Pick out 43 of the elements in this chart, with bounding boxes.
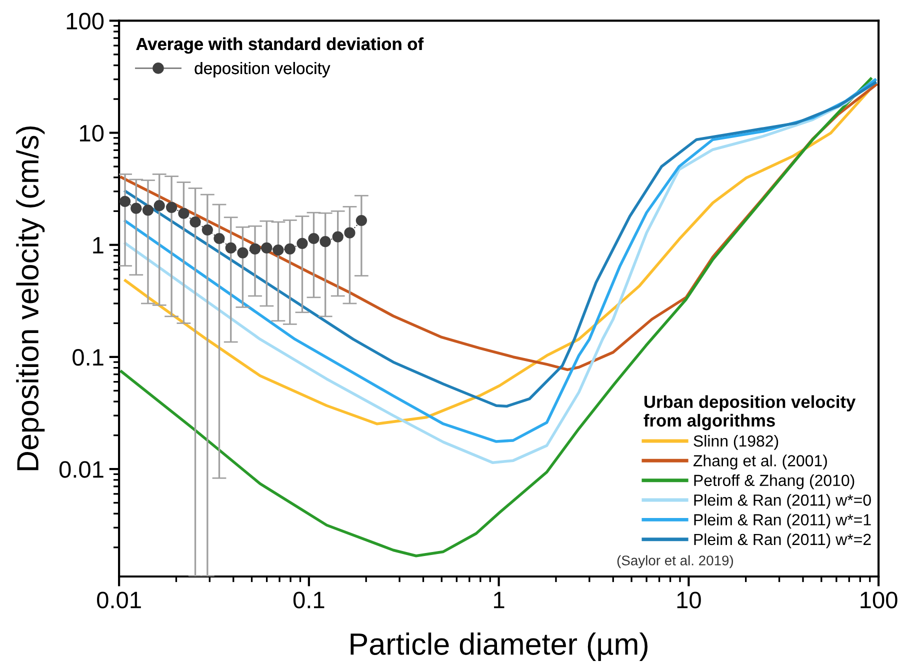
y-tick-label: 100 [66,12,104,30]
legend-label: Zhang et al. (2001) [693,454,827,470]
point [166,202,178,213]
legend-label: Pleim & Ran (2011) w*=0 [694,494,871,509]
y-tick-label: 1 [93,237,104,254]
point [214,232,225,244]
point [142,204,154,216]
point [320,236,331,248]
point [344,227,356,238]
annotation: (Saylor et al. 2019) [617,555,734,568]
legend-label: Slinn (1982) [694,434,778,450]
point [308,232,320,244]
point [261,242,272,254]
legend-label: Pleim & Ran (2011) w*=1 [694,514,871,529]
point [202,224,213,236]
x-tick-label: 100 [860,592,898,608]
point [178,208,190,219]
x-tick-label: 10 [677,592,701,608]
x-tick-label: 0.01 [97,592,141,608]
point [237,247,248,258]
point [249,243,261,254]
point [119,196,131,208]
y-tick-label: 0.01 [59,461,104,478]
x-tick-label: 1 [494,592,504,608]
point [225,242,236,254]
legend-label: Pleim & Ran (2011) w*=2 [694,533,871,548]
point [190,216,201,228]
legend-label: Petroff & Zhang (2010) [694,474,854,490]
point [296,238,308,249]
point [272,244,284,256]
point [284,243,296,254]
point [332,231,344,242]
annotation: Average with standard deviation of [136,37,424,54]
point [130,202,142,214]
legend-label: deposition velocity [194,62,330,78]
y-axis-title: Deposition velocity (cm/s) [16,126,45,470]
legend-title: Urban deposition velocity from algorithms [644,395,856,430]
point [356,214,367,226]
x-axis-title: Particle diameter (µm) [350,632,648,662]
x-tick-label: 0.1 [293,592,324,608]
y-tick-label: 0.1 [72,349,104,366]
point [154,200,165,212]
y-tick-label: 10 [80,124,104,142]
